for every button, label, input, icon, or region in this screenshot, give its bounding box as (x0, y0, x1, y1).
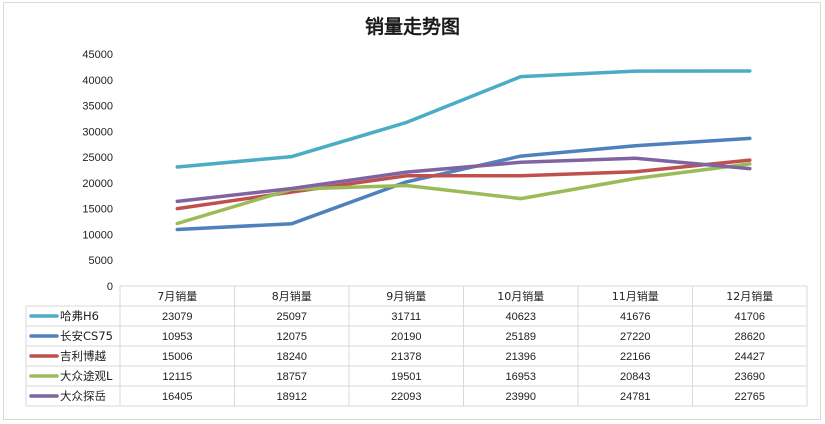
table-cell: 20190 (391, 331, 422, 343)
chart-title: 销量走势图 (364, 16, 460, 38)
y-tick-label: 45000 (82, 49, 113, 61)
legend-label: 吉利博越 (60, 349, 106, 363)
y-tick-label: 0 (107, 281, 113, 293)
table-cell: 23079 (162, 311, 193, 323)
table-cell: 15006 (162, 351, 193, 363)
x-category-label: 8月销量 (272, 289, 312, 303)
series-line (175, 156, 752, 204)
table-cell: 21378 (391, 351, 422, 363)
table-cell: 22093 (391, 391, 422, 403)
series-line (175, 136, 752, 232)
table-cell: 20843 (620, 371, 651, 383)
table-cell: 16953 (505, 371, 536, 383)
legend-label: 长安CS75 (60, 329, 113, 343)
x-category-label: 9月销量 (386, 289, 426, 303)
y-tick-label: 25000 (82, 152, 113, 164)
table-cell: 16405 (162, 391, 193, 403)
table-cell: 23690 (734, 371, 765, 383)
table-cell: 41676 (620, 311, 651, 323)
table-cell: 18757 (276, 371, 307, 383)
table-cell: 25189 (505, 331, 536, 343)
y-tick-label: 5000 (89, 255, 113, 267)
table-cell: 41706 (734, 311, 765, 323)
table-cell: 18912 (276, 391, 307, 403)
table-cell: 12115 (162, 371, 192, 383)
table-cell: 10953 (162, 331, 193, 343)
y-tick-label: 20000 (82, 178, 113, 190)
series-line (175, 69, 752, 169)
y-tick-label: 35000 (82, 101, 113, 113)
y-tick-label: 10000 (82, 229, 113, 241)
table-cell: 19501 (391, 371, 422, 383)
table-cell: 22166 (620, 351, 651, 363)
x-category-label: 12月销量 (726, 289, 773, 303)
legend-label: 大众途观L (60, 369, 113, 383)
series-line (175, 162, 752, 226)
table-cell: 27220 (620, 331, 651, 343)
table-cell: 21396 (505, 351, 536, 363)
x-category-label: 7月销量 (157, 289, 197, 303)
table-cell: 28620 (734, 331, 765, 343)
y-tick-label: 30000 (82, 126, 113, 138)
table-cell: 31711 (391, 311, 421, 323)
table-cell: 12075 (276, 331, 307, 343)
x-category-label: 10月销量 (497, 289, 544, 303)
legend-label: 哈弗H6 (60, 309, 99, 323)
table-cell: 22765 (734, 391, 765, 403)
table-cell: 40623 (505, 311, 536, 323)
y-tick-label: 15000 (82, 204, 113, 216)
y-tick-label: 40000 (82, 75, 113, 87)
legend-label: 大众探岳 (60, 389, 106, 403)
chart-frame (3, 2, 821, 420)
table-cell: 24427 (734, 351, 765, 363)
table-cell: 18240 (276, 351, 307, 363)
table-cell: 25097 (276, 311, 307, 323)
table-cell: 24781 (620, 391, 651, 403)
table-cell: 23990 (505, 391, 536, 403)
x-category-label: 11月销量 (612, 289, 659, 303)
